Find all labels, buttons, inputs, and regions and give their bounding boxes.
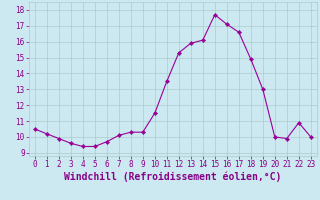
X-axis label: Windchill (Refroidissement éolien,°C): Windchill (Refroidissement éolien,°C) [64, 172, 282, 182]
